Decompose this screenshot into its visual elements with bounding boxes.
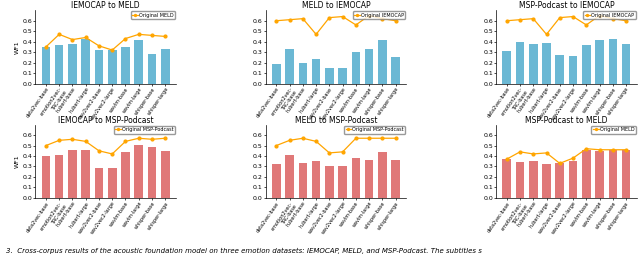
- Bar: [148, 146, 156, 198]
- Bar: [502, 51, 511, 84]
- Bar: [81, 39, 90, 84]
- Bar: [161, 49, 170, 84]
- Bar: [95, 50, 103, 84]
- Bar: [595, 40, 604, 84]
- Bar: [378, 152, 387, 198]
- Bar: [148, 54, 156, 84]
- Bar: [516, 162, 524, 198]
- Bar: [556, 55, 564, 84]
- Bar: [529, 161, 538, 198]
- Bar: [312, 59, 321, 84]
- Bar: [529, 44, 538, 84]
- Bar: [298, 63, 307, 84]
- Y-axis label: WF1: WF1: [15, 154, 20, 168]
- Bar: [68, 44, 77, 84]
- Bar: [582, 150, 591, 198]
- Bar: [108, 50, 116, 84]
- Bar: [325, 68, 333, 84]
- Legend: Original MELD: Original MELD: [591, 126, 636, 134]
- Bar: [392, 160, 400, 198]
- Bar: [81, 150, 90, 198]
- Bar: [272, 64, 280, 84]
- Bar: [55, 155, 63, 198]
- Title: MELD to IEMOCAP: MELD to IEMOCAP: [301, 1, 371, 10]
- Bar: [285, 49, 294, 84]
- Title: IEMOCAP to MELD: IEMOCAP to MELD: [71, 1, 140, 10]
- Y-axis label: WF1: WF1: [15, 40, 20, 54]
- Bar: [622, 150, 630, 198]
- Bar: [55, 45, 63, 84]
- Legend: Original MELD: Original MELD: [131, 11, 175, 19]
- Bar: [516, 42, 524, 84]
- Bar: [351, 52, 360, 84]
- Bar: [272, 164, 280, 198]
- Bar: [392, 57, 400, 84]
- Bar: [365, 160, 374, 198]
- Bar: [298, 163, 307, 198]
- Bar: [569, 56, 577, 84]
- Bar: [556, 163, 564, 198]
- Legend: Original MSP-Podcast: Original MSP-Podcast: [114, 126, 175, 134]
- Bar: [285, 155, 294, 198]
- Bar: [108, 168, 116, 198]
- Bar: [121, 152, 130, 198]
- Bar: [121, 47, 130, 84]
- Bar: [622, 44, 630, 84]
- Bar: [365, 49, 374, 84]
- Bar: [595, 151, 604, 198]
- Title: MSP-Podcast to MELD: MSP-Podcast to MELD: [525, 116, 607, 125]
- Bar: [95, 168, 103, 198]
- Bar: [42, 156, 50, 198]
- Title: MSP-Podcast to IEMOCAP: MSP-Podcast to IEMOCAP: [518, 1, 614, 10]
- Bar: [134, 144, 143, 198]
- Bar: [351, 158, 360, 198]
- Bar: [542, 43, 551, 84]
- Bar: [502, 159, 511, 198]
- Bar: [68, 150, 77, 198]
- Bar: [161, 151, 170, 198]
- Bar: [609, 39, 617, 84]
- Title: MELD to MSP-Podcast: MELD to MSP-Podcast: [295, 116, 377, 125]
- Legend: Original IEMOCAP: Original IEMOCAP: [583, 11, 636, 19]
- Bar: [569, 161, 577, 198]
- Legend: Original IEMOCAP: Original IEMOCAP: [353, 11, 405, 19]
- Bar: [134, 40, 143, 84]
- Bar: [339, 68, 347, 84]
- Text: 3.  Cross-corpus results of the acoustic foundation model on three emotion datas: 3. Cross-corpus results of the acoustic …: [6, 248, 483, 254]
- Bar: [582, 45, 591, 84]
- Bar: [339, 167, 347, 198]
- Bar: [325, 167, 333, 198]
- Bar: [542, 164, 551, 198]
- Bar: [378, 40, 387, 84]
- Bar: [312, 161, 321, 198]
- Bar: [42, 47, 50, 84]
- Bar: [609, 150, 617, 198]
- Title: IEMOCAP to MSP-Podcast: IEMOCAP to MSP-Podcast: [58, 116, 154, 125]
- Legend: Original MSP-Podcast: Original MSP-Podcast: [344, 126, 405, 134]
